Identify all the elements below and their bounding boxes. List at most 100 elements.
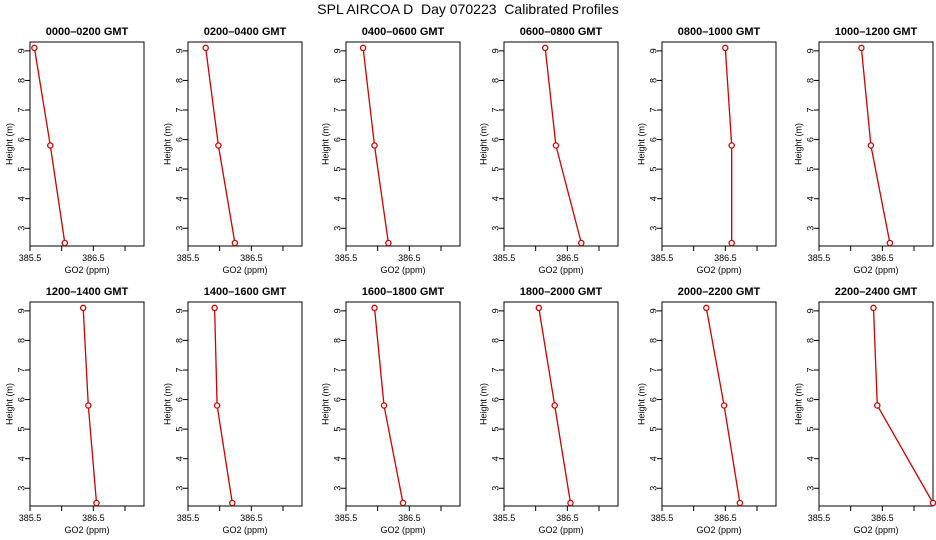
x-tick-label: 386.5 bbox=[714, 513, 737, 523]
plot-frame bbox=[29, 41, 145, 247]
y-tick-label: 4 bbox=[490, 196, 500, 201]
plot-frame bbox=[345, 41, 461, 247]
x-tick-label: 386.5 bbox=[714, 253, 737, 263]
panel-title: 1400–1600 GMT bbox=[204, 286, 287, 298]
y-tick-label: 4 bbox=[174, 456, 184, 461]
data-point bbox=[567, 499, 574, 507]
x-tick-label: 386.5 bbox=[398, 253, 421, 263]
y-tick-label: 8 bbox=[648, 338, 658, 343]
x-tick-label: 385.5 bbox=[808, 513, 831, 523]
x-axis-label: GO2 (ppm) bbox=[696, 265, 741, 275]
x-axis-label: GO2 (ppm) bbox=[380, 265, 425, 275]
data-point bbox=[93, 499, 100, 507]
y-tick-label: 8 bbox=[648, 78, 658, 83]
y-tick-label: 6 bbox=[490, 137, 500, 142]
y-tick-label: 6 bbox=[16, 397, 26, 402]
y-axis-label: Height (m) bbox=[793, 383, 803, 425]
profile-panel: 1400–1600 GMT 385.5 386.5 3 4 5 6 7 8 9 GO2 (ppm) H… bbox=[162, 286, 303, 535]
panel-title: 1200–1400 GMT bbox=[46, 286, 129, 298]
data-point bbox=[867, 142, 875, 149]
profile-panel: 1000–1200 GMT 385.5 386.5 3 4 5 6 7 8 9 GO2 (ppm) H… bbox=[793, 26, 934, 275]
data-point bbox=[399, 499, 407, 507]
x-tick-label: 385.5 bbox=[493, 513, 516, 523]
y-tick-label: 9 bbox=[16, 308, 26, 313]
data-point bbox=[874, 402, 881, 409]
x-tick-label: 386.5 bbox=[82, 513, 105, 523]
data-point bbox=[728, 142, 735, 149]
y-tick-label: 3 bbox=[805, 486, 815, 491]
data-point bbox=[535, 304, 543, 312]
y-tick-label: 4 bbox=[332, 456, 342, 461]
x-tick-label: 385.5 bbox=[335, 513, 358, 523]
x-axis-label: GO2 (ppm) bbox=[64, 265, 109, 275]
y-tick-label: 3 bbox=[648, 226, 658, 231]
y-tick-label: 8 bbox=[16, 78, 26, 83]
profile-line bbox=[373, 307, 404, 504]
data-point bbox=[929, 499, 936, 507]
profile-panel: 2200–2400 GMT 385.5 386.5 3 4 5 6 7 8 9 GO2 (ppm) H… bbox=[793, 286, 936, 535]
data-point bbox=[359, 44, 367, 52]
data-point bbox=[215, 142, 222, 149]
panel-title: 0400–0600 GMT bbox=[362, 26, 445, 38]
plot-frame bbox=[661, 41, 777, 247]
panel-title: 0200–0400 GMT bbox=[204, 26, 287, 38]
y-axis-label: Height (m) bbox=[636, 383, 646, 425]
x-tick-label: 386.5 bbox=[240, 513, 263, 523]
x-axis-label: GO2 (ppm) bbox=[853, 525, 898, 535]
x-axis-label: GO2 (ppm) bbox=[64, 525, 109, 535]
y-tick-label: 4 bbox=[805, 456, 815, 461]
y-tick-label: 3 bbox=[648, 486, 658, 491]
x-axis-label: GO2 (ppm) bbox=[696, 525, 741, 535]
x-tick-label: 385.5 bbox=[177, 253, 200, 263]
y-tick-label: 8 bbox=[805, 338, 815, 343]
y-tick-label: 5 bbox=[490, 167, 500, 172]
data-point bbox=[85, 402, 92, 409]
y-tick-label: 9 bbox=[332, 48, 342, 53]
data-point bbox=[720, 402, 728, 409]
y-tick-label: 9 bbox=[490, 48, 500, 53]
y-tick-label: 5 bbox=[174, 167, 184, 172]
y-tick-label: 7 bbox=[332, 367, 342, 372]
data-point bbox=[229, 499, 236, 507]
data-point bbox=[541, 44, 549, 52]
profile-panel: 1600–1800 GMT 385.5 386.5 3 4 5 6 7 8 9 GO2 (ppm) H… bbox=[320, 286, 461, 535]
data-point bbox=[211, 304, 218, 312]
y-tick-label: 7 bbox=[805, 367, 815, 372]
y-tick-label: 6 bbox=[332, 137, 342, 142]
y-tick-label: 8 bbox=[174, 338, 184, 343]
panel-title: 1000–1200 GMT bbox=[835, 26, 918, 38]
y-tick-label: 4 bbox=[648, 456, 658, 461]
profile-panel: 2000–2200 GMT 385.5 386.5 3 4 5 6 7 8 9 GO2 (ppm) H… bbox=[636, 286, 777, 535]
y-tick-label: 8 bbox=[332, 78, 342, 83]
profile-panel: 0000–0200 GMT 385.5 386.5 3 4 5 6 7 8 9 GO2 (ppm) H… bbox=[4, 26, 145, 275]
y-tick-label: 3 bbox=[490, 226, 500, 231]
x-tick-label: 386.5 bbox=[871, 513, 894, 523]
y-tick-label: 6 bbox=[332, 397, 342, 402]
y-tick-label: 7 bbox=[805, 107, 815, 112]
y-tick-label: 4 bbox=[16, 456, 26, 461]
x-tick-label: 386.5 bbox=[398, 513, 421, 523]
data-point bbox=[858, 44, 865, 52]
x-axis-label: GO2 (ppm) bbox=[538, 265, 583, 275]
panel-title: 0000–0200 GMT bbox=[46, 26, 129, 38]
y-tick-label: 5 bbox=[332, 427, 342, 432]
y-tick-label: 3 bbox=[332, 486, 342, 491]
x-tick-label: 385.5 bbox=[651, 253, 674, 263]
y-axis-label: Height (m) bbox=[4, 123, 14, 165]
data-point bbox=[371, 142, 378, 149]
y-tick-label: 9 bbox=[648, 48, 658, 53]
profile-line bbox=[544, 47, 582, 244]
y-tick-label: 6 bbox=[16, 137, 26, 142]
plot-frame bbox=[818, 41, 934, 247]
data-point bbox=[31, 44, 38, 52]
x-tick-label: 386.5 bbox=[82, 253, 105, 263]
data-point bbox=[728, 239, 735, 247]
y-tick-label: 7 bbox=[490, 107, 500, 112]
y-tick-label: 6 bbox=[174, 137, 184, 142]
data-point bbox=[886, 239, 894, 247]
x-axis-label: GO2 (ppm) bbox=[222, 265, 267, 275]
x-tick-label: 386.5 bbox=[556, 253, 579, 263]
data-point bbox=[722, 44, 729, 52]
y-tick-label: 9 bbox=[490, 308, 500, 313]
